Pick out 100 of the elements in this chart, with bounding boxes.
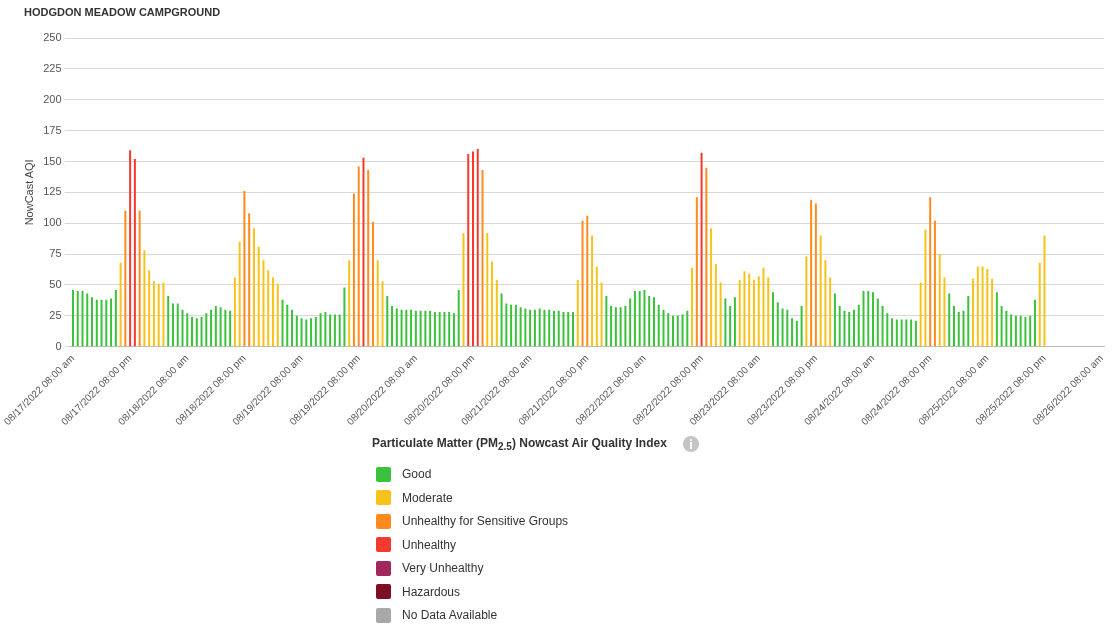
bar (324, 312, 327, 347)
bar (133, 159, 136, 347)
bar (219, 307, 222, 347)
legend-label: Moderate (402, 490, 453, 505)
bar (448, 312, 451, 347)
bar (157, 283, 160, 347)
bar (643, 289, 646, 347)
bar (743, 271, 746, 347)
bar (767, 277, 770, 347)
bar (962, 310, 965, 347)
bar (410, 309, 413, 347)
bar (1010, 314, 1013, 347)
bar (662, 309, 665, 347)
bar (576, 280, 579, 347)
bar (795, 320, 798, 347)
bar (319, 313, 322, 347)
bar (91, 297, 94, 347)
bar (691, 267, 694, 347)
bar (681, 314, 684, 347)
bar (148, 270, 151, 347)
bar (429, 310, 432, 347)
bar (672, 315, 675, 347)
bar (686, 310, 689, 347)
bar (381, 281, 384, 347)
bar (186, 313, 189, 347)
bar (486, 233, 489, 347)
bar (376, 260, 379, 347)
bar (972, 278, 975, 347)
bar (348, 260, 351, 347)
bar (943, 277, 946, 347)
bar (848, 312, 851, 347)
bar (195, 318, 198, 347)
bar (414, 310, 417, 347)
bar (505, 303, 508, 347)
bar (595, 266, 598, 347)
bar (352, 193, 355, 347)
bar (881, 305, 884, 347)
bar (457, 289, 460, 347)
bar (891, 318, 894, 347)
bar (938, 254, 941, 347)
bar (791, 318, 794, 347)
bar (1038, 262, 1041, 347)
bar (114, 289, 117, 347)
bar (143, 250, 146, 347)
bar (900, 319, 903, 347)
bar (286, 304, 289, 347)
bar (395, 308, 398, 347)
bar (619, 307, 622, 347)
bar (567, 312, 570, 347)
bar (191, 317, 194, 347)
bar (443, 312, 446, 347)
bar (538, 308, 541, 347)
bar (986, 268, 989, 347)
bar (248, 213, 251, 347)
legend-title: Particulate Matter (PM$_{2.5}$) Nowcast Air Quality Index (372, 436, 667, 453)
bar (705, 167, 708, 347)
bar (710, 228, 713, 347)
bar (119, 262, 122, 347)
bar (71, 289, 74, 347)
bar (295, 315, 298, 347)
bar (167, 296, 170, 347)
bar (252, 228, 255, 347)
bar (262, 260, 265, 347)
bar (591, 235, 594, 347)
bar (948, 293, 951, 347)
bar (614, 307, 617, 347)
bar (981, 266, 984, 347)
bar (572, 312, 575, 347)
bar (510, 304, 513, 347)
bar (976, 266, 979, 347)
bar (719, 282, 722, 347)
bar (224, 309, 227, 347)
bar (467, 154, 470, 347)
bar (929, 197, 932, 347)
bar (81, 291, 84, 347)
bar (605, 296, 608, 347)
bar (171, 303, 174, 347)
bar (557, 310, 560, 347)
bar (267, 270, 270, 347)
bar (214, 305, 217, 347)
bar (152, 281, 155, 347)
bar (424, 310, 427, 347)
bar (729, 305, 732, 347)
bar (367, 170, 370, 347)
bar (514, 304, 517, 347)
legend-label: Unhealthy for Sensitive Groups (402, 514, 569, 529)
bar (86, 293, 89, 347)
bar (562, 312, 565, 347)
bar (814, 203, 817, 347)
y-tick-label: 25 (49, 308, 62, 321)
bar (1019, 315, 1022, 347)
bar (357, 166, 360, 347)
bar (419, 310, 422, 347)
bar (362, 157, 365, 347)
bar (162, 282, 165, 347)
bar (552, 310, 555, 347)
bar (371, 221, 374, 347)
y-tick-label: 50 (49, 277, 62, 290)
bar (695, 197, 698, 347)
y-tick-label: 225 (43, 61, 62, 74)
